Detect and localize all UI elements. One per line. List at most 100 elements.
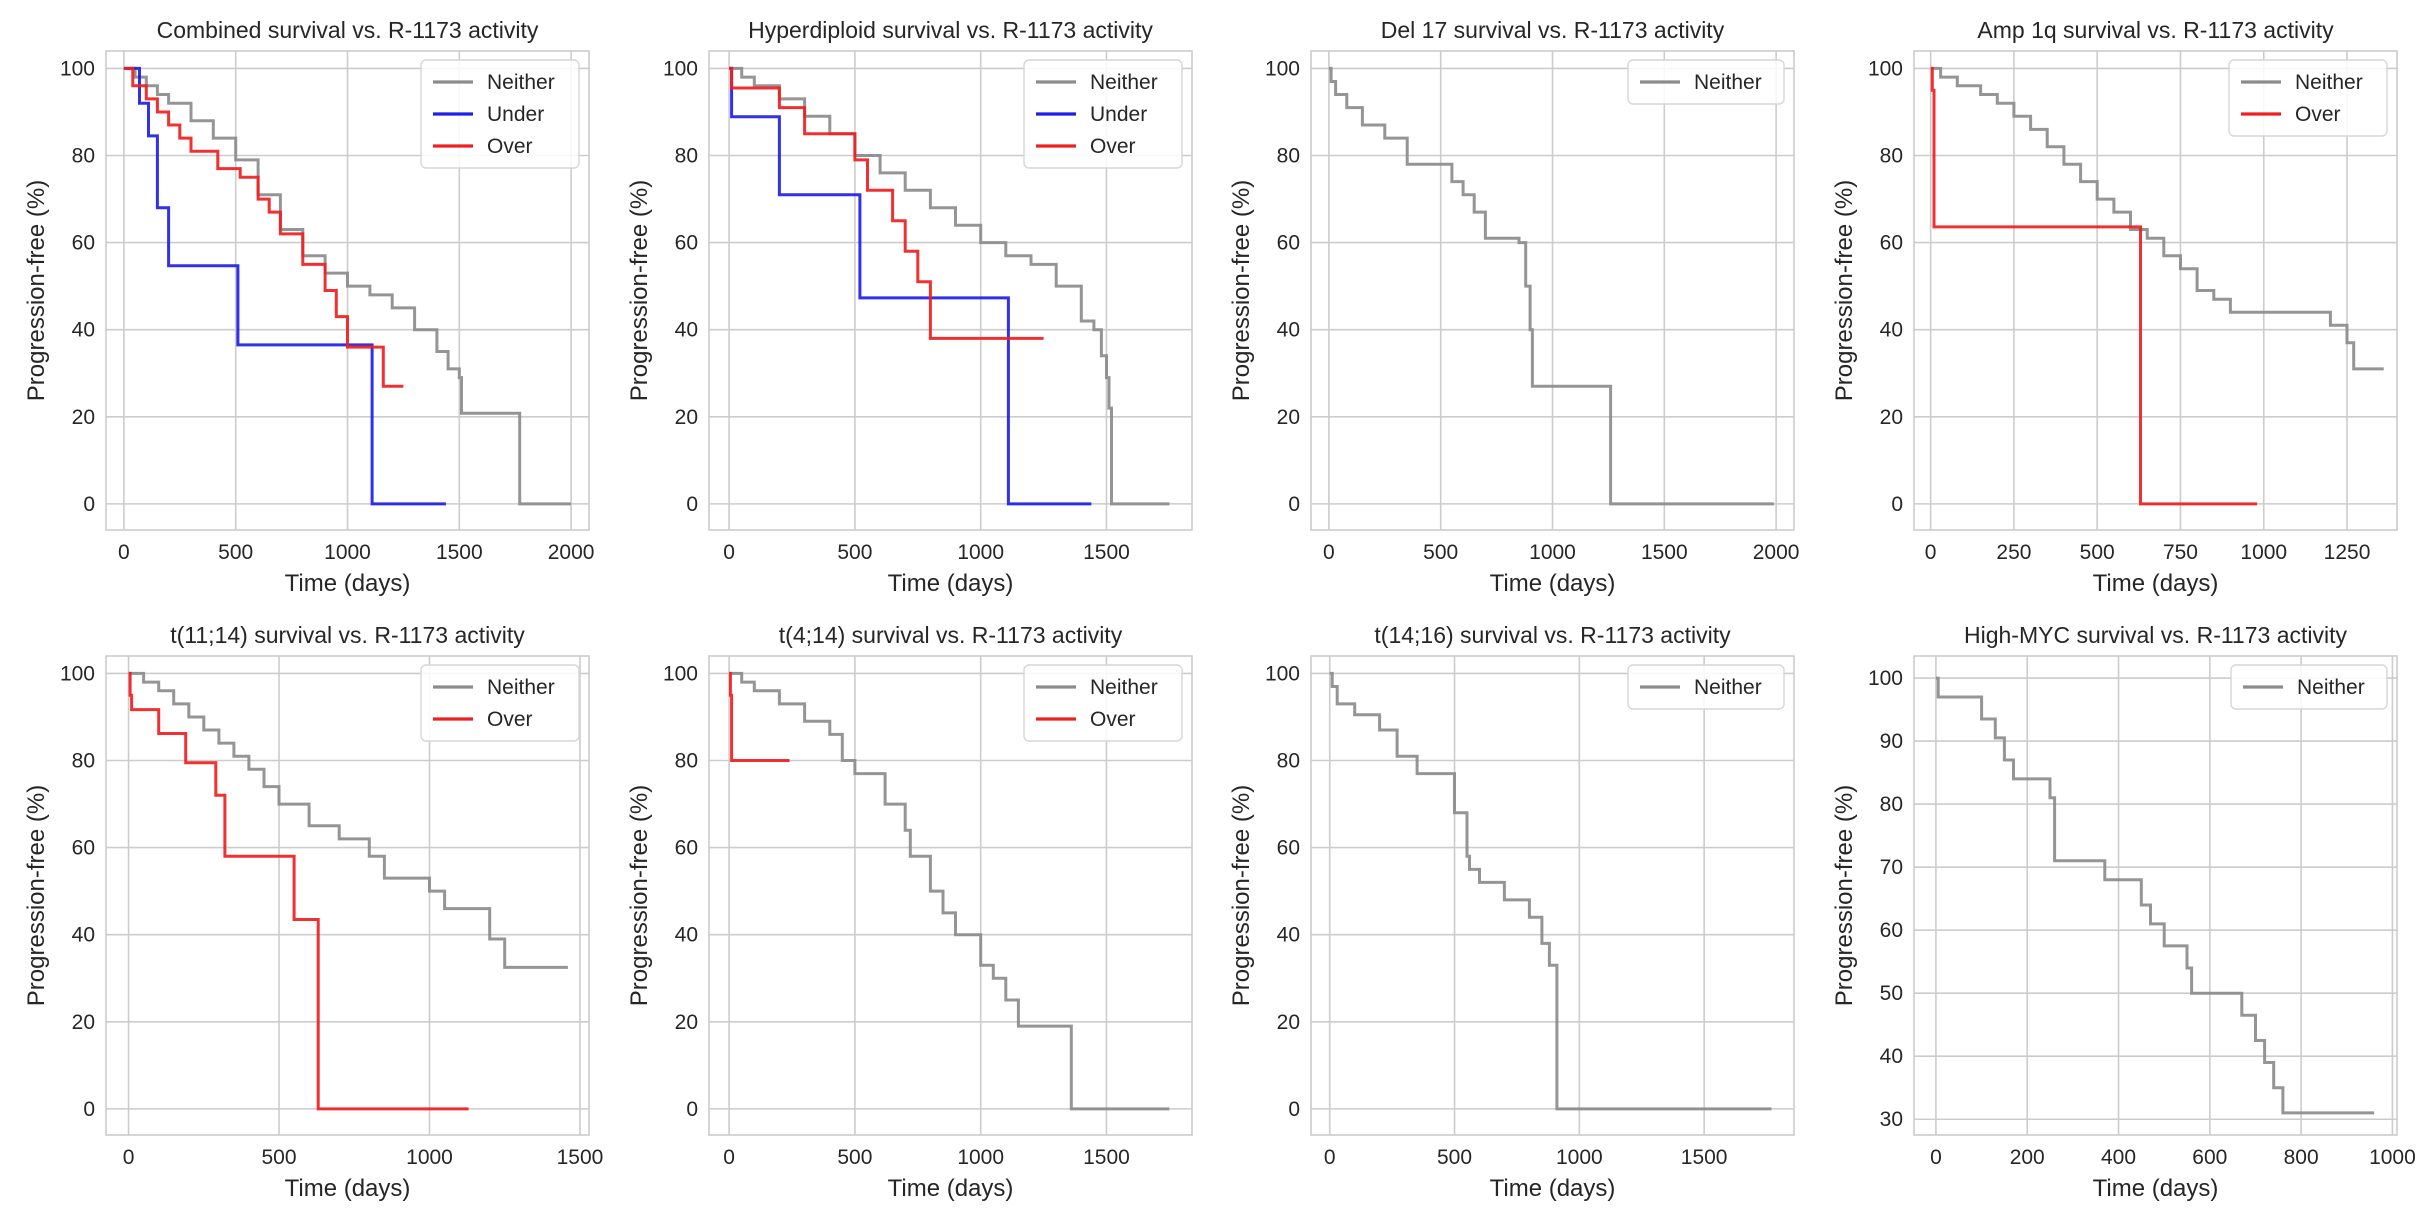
x-tick-label: 600 bbox=[2192, 1146, 2227, 1169]
x-tick-label: 750 bbox=[2163, 541, 2198, 564]
legend: Neither bbox=[1627, 664, 1785, 710]
y-tick-label: 100 bbox=[1265, 57, 1300, 80]
series-line-neither bbox=[1328, 66, 1774, 506]
y-tick-label: 100 bbox=[1265, 662, 1300, 685]
y-tick-label: 100 bbox=[60, 662, 95, 685]
series-line-neither bbox=[128, 671, 568, 969]
y-tick-label: 90 bbox=[1880, 730, 1903, 753]
y-tick-label: 60 bbox=[1880, 919, 1903, 942]
x-axis-label: Time (days) bbox=[1490, 570, 1616, 597]
x-tick-label: 400 bbox=[2101, 1146, 2136, 1169]
y-tick-label: 60 bbox=[675, 837, 698, 860]
x-axis-label: Time (days) bbox=[285, 1175, 411, 1202]
x-tick-label: 200 bbox=[2010, 1146, 2045, 1169]
legend-box bbox=[420, 59, 580, 169]
x-tick-label: 1000 bbox=[324, 541, 371, 564]
y-tick-label: 60 bbox=[1880, 232, 1903, 255]
x-tick-label: 500 bbox=[1437, 1146, 1472, 1169]
x-axis-label: Time (days) bbox=[888, 1175, 1014, 1202]
legend-box bbox=[1627, 59, 1785, 105]
y-axis-label: Progression-free (%) bbox=[23, 180, 50, 401]
chart-panel-7: 0 500 1000 1500 0 20 40 60 80 100 t(14;16) surviva… bbox=[1228, 622, 1795, 1202]
x-tick-label: 500 bbox=[837, 541, 872, 564]
y-tick-label: 100 bbox=[1868, 57, 1903, 80]
x-tick-label: 1500 bbox=[1681, 1146, 1728, 1169]
y-axis-label: Progression-free (%) bbox=[1228, 785, 1255, 1006]
series-line-neither bbox=[123, 66, 572, 506]
y-tick-label: 20 bbox=[1277, 1011, 1300, 1034]
legend-label: Neither bbox=[487, 71, 555, 94]
y-tick-label: 60 bbox=[1277, 232, 1300, 255]
x-tick-label: 1000 bbox=[957, 541, 1004, 564]
y-tick-label: 20 bbox=[1880, 406, 1903, 429]
chart-title: t(11;14) survival vs. R-1173 activity bbox=[170, 622, 525, 648]
chart-panel-1: 0 500 1000 1500 2000 0 20 40 60 80 100 Combined sur… bbox=[23, 17, 594, 597]
y-tick-label: 30 bbox=[1880, 1108, 1903, 1131]
chart-panel-8: 0 200 400 600 800 1000 30 40 50 60 70 80 90 100 High-M… bbox=[1831, 622, 2416, 1202]
x-axis-label: Time (days) bbox=[285, 570, 411, 597]
series-line-over bbox=[123, 66, 404, 388]
x-tick-label: 1500 bbox=[436, 541, 483, 564]
y-tick-label: 40 bbox=[1277, 924, 1300, 947]
plot-frame bbox=[708, 50, 1193, 531]
legend: Neither Over bbox=[420, 664, 580, 742]
y-tick-label: 80 bbox=[1277, 145, 1300, 168]
series-line-over bbox=[128, 671, 469, 1111]
legend-label: Neither bbox=[1090, 71, 1158, 94]
x-tick-label: 0 bbox=[1930, 1146, 1942, 1169]
x-tick-label: 2000 bbox=[1753, 541, 1800, 564]
legend-label: Over bbox=[487, 135, 533, 158]
x-tick-label: 0 bbox=[1925, 541, 1937, 564]
chart-panel-2: 0 500 1000 1500 0 20 40 60 80 100 Hyperdiploid sur… bbox=[626, 17, 1193, 597]
x-tick-label: 500 bbox=[1423, 541, 1458, 564]
x-tick-label: 500 bbox=[218, 541, 253, 564]
x-tick-label: 1500 bbox=[1641, 541, 1688, 564]
chart-title: Hyperdiploid survival vs. R-1173 activit… bbox=[748, 17, 1153, 43]
legend-label: Over bbox=[1090, 135, 1136, 158]
plot-frame bbox=[1913, 655, 2398, 1136]
x-tick-label: 2000 bbox=[548, 541, 595, 564]
y-tick-label: 20 bbox=[1277, 406, 1300, 429]
y-axis-label: Progression-free (%) bbox=[23, 785, 50, 1006]
x-tick-label: 1000 bbox=[1556, 1146, 1603, 1169]
x-tick-label: 0 bbox=[723, 541, 735, 564]
legend-box bbox=[1023, 664, 1183, 742]
y-tick-label: 60 bbox=[675, 232, 698, 255]
plot-frame bbox=[1310, 50, 1795, 531]
series-line-neither bbox=[729, 671, 1170, 1111]
x-tick-label: 250 bbox=[1996, 541, 2031, 564]
series-line-under bbox=[123, 66, 446, 506]
y-axis-label: Progression-free (%) bbox=[626, 785, 653, 1006]
series-line-over bbox=[729, 66, 1044, 340]
legend-label: Neither bbox=[487, 676, 555, 699]
y-tick-label: 80 bbox=[675, 145, 698, 168]
x-tick-label: 1000 bbox=[406, 1146, 453, 1169]
x-axis-label: Time (days) bbox=[2093, 1175, 2219, 1202]
x-tick-label: 0 bbox=[1324, 1146, 1336, 1169]
y-tick-label: 20 bbox=[675, 406, 698, 429]
x-tick-label: 800 bbox=[2284, 1146, 2319, 1169]
y-tick-label: 80 bbox=[1880, 145, 1903, 168]
plot-frame bbox=[708, 655, 1193, 1136]
x-tick-label: 1500 bbox=[1083, 541, 1130, 564]
chart-title: Amp 1q survival vs. R-1173 activity bbox=[1977, 17, 2334, 43]
x-tick-label: 500 bbox=[2080, 541, 2115, 564]
legend-label: Under bbox=[487, 103, 544, 126]
x-tick-label: 1000 bbox=[1529, 541, 1576, 564]
y-tick-label: 40 bbox=[1880, 319, 1903, 342]
x-tick-label: 500 bbox=[837, 1146, 872, 1169]
y-tick-label: 40 bbox=[1880, 1045, 1903, 1068]
y-tick-label: 100 bbox=[60, 57, 95, 80]
y-tick-label: 80 bbox=[1880, 793, 1903, 816]
y-tick-label: 40 bbox=[675, 924, 698, 947]
legend-label: Neither bbox=[1694, 71, 1762, 94]
y-axis-label: Progression-free (%) bbox=[626, 180, 653, 401]
chart-title: t(14;16) survival vs. R-1173 activity bbox=[1374, 622, 1731, 648]
x-tick-label: 1000 bbox=[2369, 1146, 2416, 1169]
chart-title: t(4;14) survival vs. R-1173 activity bbox=[779, 622, 1123, 648]
legend: Neither Under Over bbox=[1023, 59, 1183, 169]
x-tick-label: 0 bbox=[723, 1146, 735, 1169]
y-tick-label: 0 bbox=[83, 1098, 95, 1121]
y-axis-label: Progression-free (%) bbox=[1831, 785, 1858, 1006]
